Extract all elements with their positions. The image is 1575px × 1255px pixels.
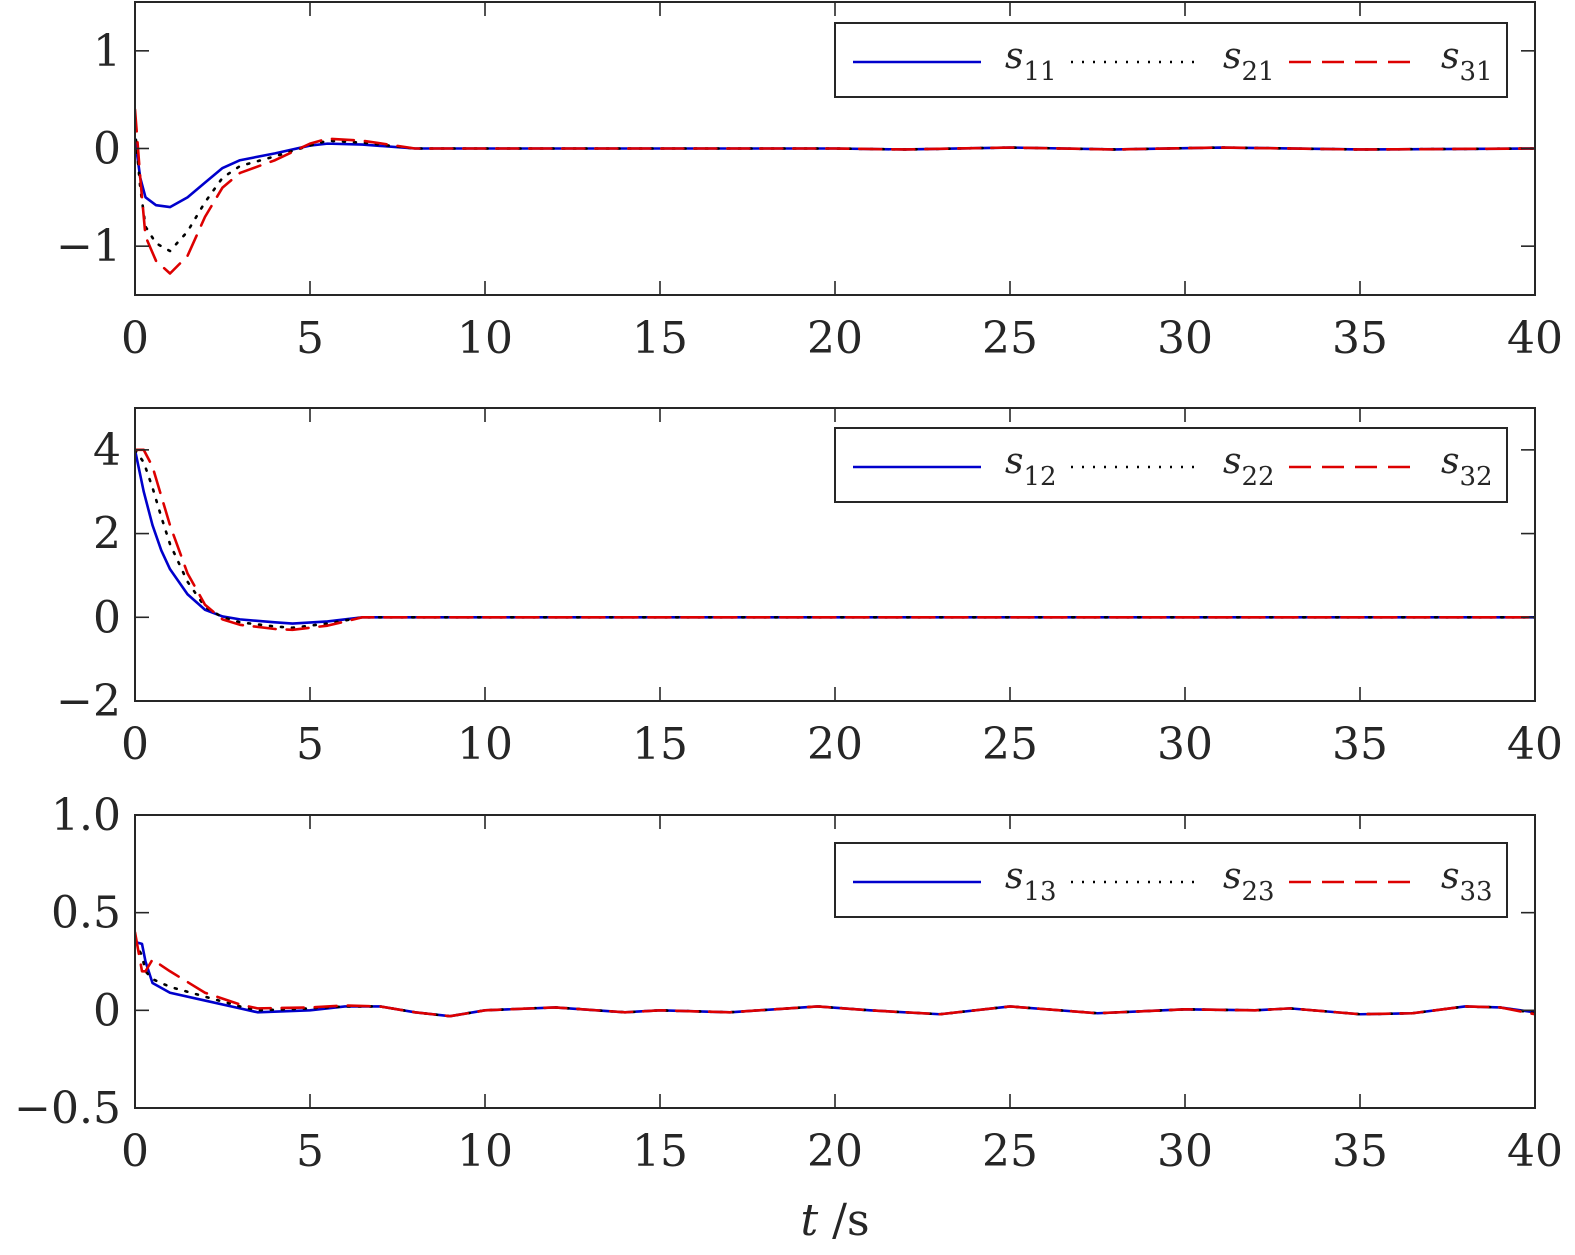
- x-tick-label: 5: [296, 719, 324, 770]
- x-tick-label: 30: [1157, 1126, 1213, 1177]
- y-tick-label: 0: [93, 124, 121, 175]
- y-tick-label: 1.0: [51, 790, 121, 841]
- x-tick-label: 30: [1157, 719, 1213, 770]
- x-tick-label: 15: [632, 719, 688, 770]
- x-tick-label: 20: [807, 719, 863, 770]
- legend-label-s22: s22: [1223, 441, 1275, 492]
- x-tick-label: 30: [1157, 313, 1213, 364]
- legend-box: [834, 842, 1508, 918]
- x-tick-label: 0: [121, 313, 149, 364]
- legend: s11 s21 s31: [834, 22, 1508, 98]
- legend-box: [834, 22, 1508, 98]
- y-tick-label: 2: [93, 509, 121, 560]
- y-tick-label: 4: [93, 425, 121, 476]
- legend-label-s33: s33: [1441, 856, 1493, 907]
- y-tick-label: 1: [93, 26, 121, 77]
- y-tick-label: 0: [93, 985, 121, 1036]
- x-tick-label: 5: [296, 1126, 324, 1177]
- x-tick-label: 0: [121, 1126, 149, 1177]
- series-line-s23: [135, 940, 1535, 1018]
- y-tick-label: −1: [56, 221, 121, 272]
- legend-label-s13: s13: [1005, 856, 1057, 907]
- x-tick-label: 15: [632, 1126, 688, 1177]
- y-tick-label: −2: [56, 676, 121, 727]
- legend: s13 s23 s33: [834, 842, 1508, 918]
- x-tick-label: 40: [1507, 719, 1563, 770]
- legend-label-s21: s21: [1223, 36, 1275, 87]
- x-tick-label: 35: [1332, 719, 1388, 770]
- legend-label-s23: s23: [1223, 856, 1275, 907]
- subplot-1: 0 5 10 15 20 25 30 35 40−101 s11 s21 s31: [56, 1, 1563, 364]
- legend-label-s31: s31: [1441, 36, 1493, 87]
- y-tick-label: 0.5: [51, 888, 121, 939]
- y-tick-label: 0: [93, 592, 121, 643]
- x-tick-label: 35: [1332, 1126, 1388, 1177]
- x-tick-label: 15: [632, 313, 688, 364]
- legend: s12 s22 s32: [834, 427, 1508, 503]
- legend-label-s12: s12: [1005, 441, 1057, 492]
- x-tick-label: 25: [982, 1126, 1038, 1177]
- x-tick-label: 40: [1507, 313, 1563, 364]
- series-line-s32: [135, 448, 1535, 632]
- x-tick-label: 10: [457, 719, 513, 770]
- x-tick-label: 10: [457, 1126, 513, 1177]
- series-line-s31: [135, 108, 1535, 275]
- x-tick-label: 0: [121, 719, 149, 770]
- series-line-s13: [135, 940, 1535, 1018]
- legend-box: [834, 427, 1508, 503]
- series-line-s33: [135, 930, 1535, 1018]
- legend-label-s32: s32: [1441, 441, 1493, 492]
- x-tick-label: 25: [982, 313, 1038, 364]
- x-tick-label: 20: [807, 1126, 863, 1177]
- x-tick-label: 40: [1507, 1126, 1563, 1177]
- legend-label-s11: s11: [1005, 36, 1057, 87]
- x-axis-label: t /s: [800, 1195, 869, 1246]
- y-tick-label: −0.5: [14, 1083, 121, 1134]
- x-tick-label: 35: [1332, 313, 1388, 364]
- x-tick-label: 20: [807, 313, 863, 364]
- x-tick-label: 10: [457, 313, 513, 364]
- x-tick-label: 25: [982, 719, 1038, 770]
- x-tick-label: 5: [296, 313, 324, 364]
